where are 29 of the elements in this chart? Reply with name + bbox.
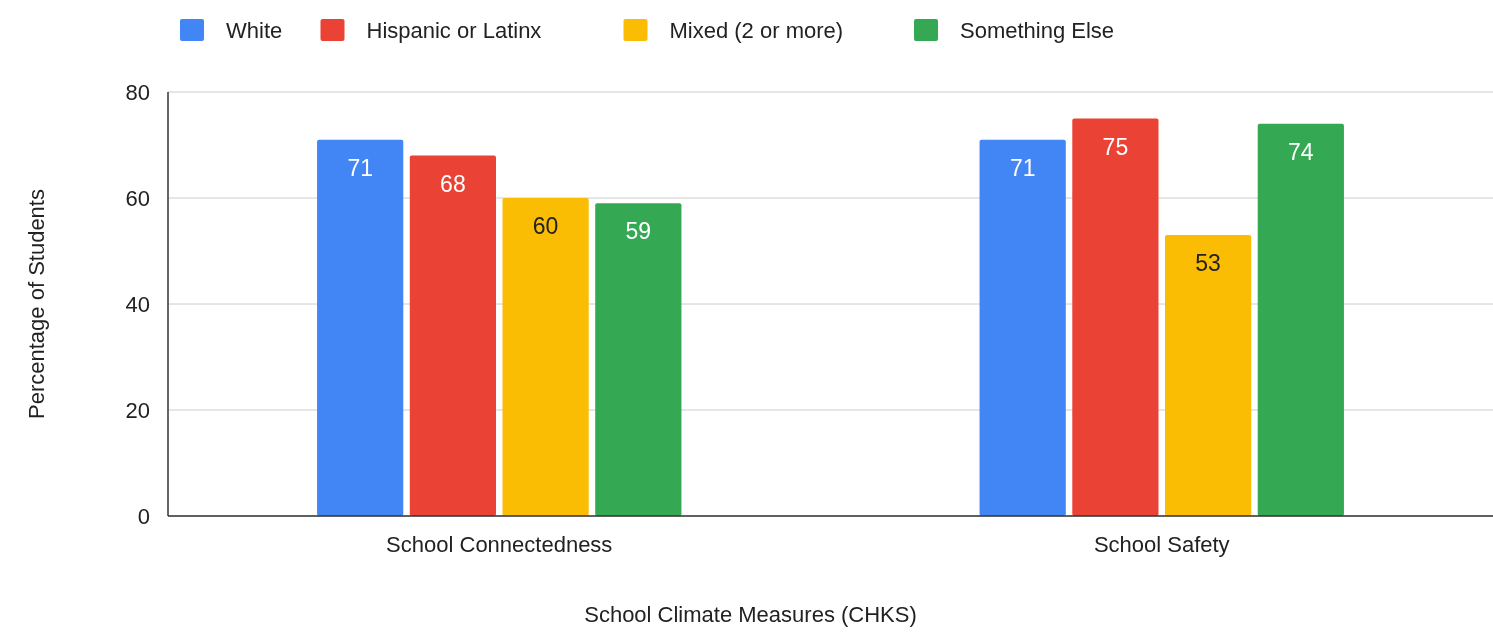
data-label: 60 <box>532 213 559 239</box>
data-label: 68 <box>440 170 466 197</box>
bar <box>595 203 682 516</box>
data-label: 59 <box>625 218 652 245</box>
x-axis-title: School Climate Measures (CHKS) <box>584 602 917 627</box>
data-label: 74 <box>1288 138 1314 165</box>
bar <box>502 198 589 516</box>
y-tick-label: 20 <box>125 397 150 423</box>
data-label: 75 <box>1102 133 1129 160</box>
bar <box>317 139 404 516</box>
data-label: 71 <box>347 154 373 181</box>
bar <box>1072 118 1159 516</box>
bar <box>1165 235 1252 516</box>
bar <box>1257 123 1344 516</box>
legend-label: Something Else <box>960 17 1115 43</box>
y-tick-label: 0 <box>137 503 150 529</box>
x-tick-label: School Safety <box>1093 532 1230 557</box>
x-tick-label: School Connectedness <box>386 532 613 557</box>
legend-label: Mixed (2 or more) <box>669 17 844 43</box>
y-axis-title: Percentage of Students <box>24 189 49 419</box>
legend-label: White <box>226 17 283 43</box>
data-label: 71 <box>1009 154 1036 181</box>
y-tick-label: 80 <box>125 79 150 105</box>
bar <box>409 155 497 516</box>
y-tick-label: 40 <box>125 291 150 317</box>
y-tick-label: 60 <box>125 185 150 211</box>
legend-label: Hispanic or Latinx <box>366 17 542 43</box>
data-label: 53 <box>1195 250 1221 277</box>
bar <box>979 139 1066 516</box>
